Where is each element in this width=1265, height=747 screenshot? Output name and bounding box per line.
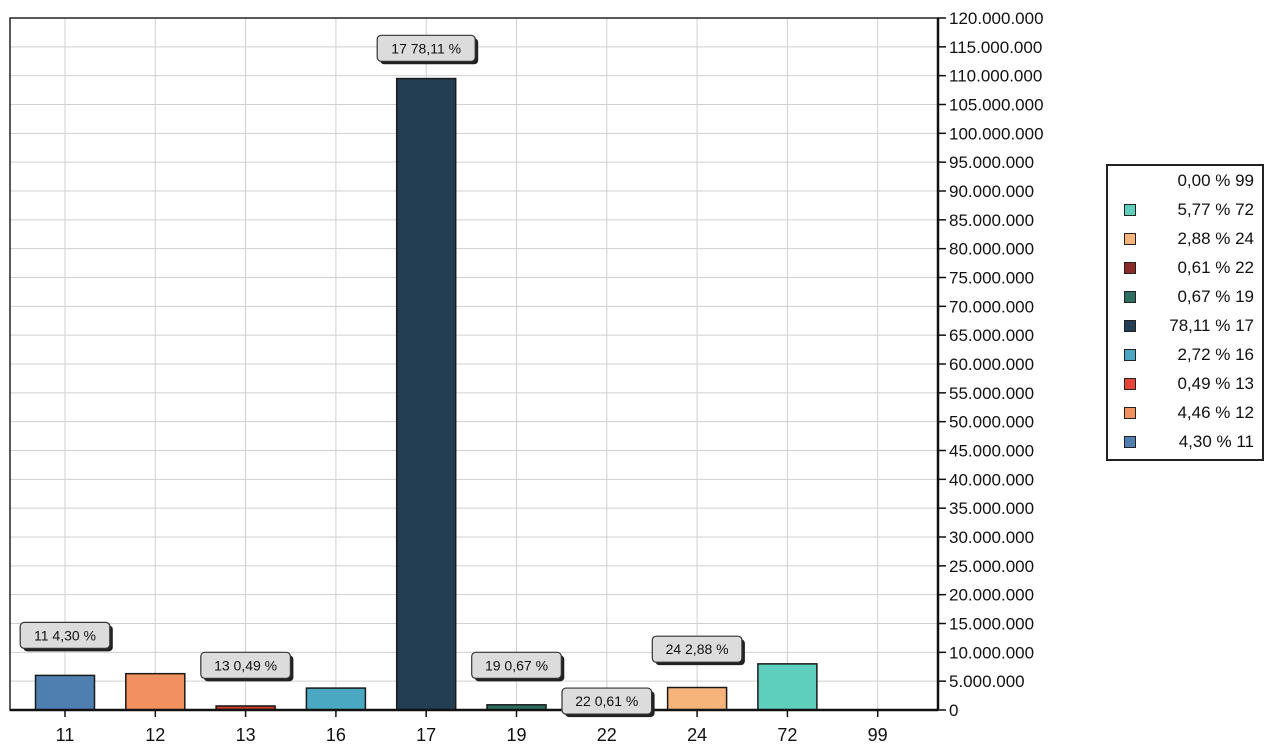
callout-label: 19 0,67 %: [471, 651, 565, 682]
legend-item: 5,77 % 72: [1108, 197, 1262, 224]
y-tick-label: 110.000.000: [949, 67, 1042, 86]
callout-label: 22 0,61 %: [561, 687, 655, 718]
legend-label: 0,00 % 99: [1177, 171, 1254, 190]
legend-item: 2,88 % 24: [1108, 226, 1262, 253]
y-tick-label: 20.000.000: [949, 586, 1034, 605]
y-tick-label: 120.000.000: [949, 9, 1044, 28]
y-tick-label: 10.000.000: [949, 643, 1034, 662]
bar-16: [305, 687, 367, 711]
bar-12: [125, 672, 186, 711]
callout-label: 17 78,11 %: [376, 34, 479, 65]
x-tick-label: 11: [56, 725, 75, 745]
callout-box: [561, 687, 653, 715]
callout-text: 13 0,49 %: [214, 657, 277, 673]
bar-17: [395, 77, 457, 711]
legend-item: 2,72 % 16: [1108, 342, 1262, 369]
callout-label: 13 0,49 %: [200, 651, 294, 682]
y-tick-label: 85.000.000: [949, 211, 1034, 230]
legend-swatch: [1124, 378, 1136, 390]
grid-lines: [10, 17, 938, 711]
x-tick-label: 16: [326, 725, 346, 745]
x-tick-label: 99: [868, 725, 888, 745]
x-tick-label: 19: [506, 725, 526, 745]
y-tick-label: 90.000.000: [949, 182, 1034, 201]
callout-text: 22 0,61 %: [575, 693, 638, 709]
legend-item: 0,49 % 13: [1108, 371, 1262, 398]
legend-swatch: [1124, 349, 1136, 361]
y-tick-label: 95.000.000: [949, 153, 1034, 172]
legend-label: 4,30 % 11: [1178, 432, 1254, 451]
x-tick-label: 22: [597, 725, 617, 745]
y-tick-label: 70.000.000: [949, 297, 1034, 316]
callout-box: [376, 34, 476, 62]
y-tick-label: 105.000.000: [949, 96, 1044, 115]
x-tick-label: 13: [236, 725, 256, 745]
y-tick-label: 115.000.000: [949, 38, 1042, 57]
bar-72: [757, 663, 818, 711]
callout-text: 17 78,11 %: [391, 40, 461, 56]
legend-label: 0,67 % 19: [1177, 287, 1254, 306]
x-axis-ticks: 11 12 13 16 17 19 22 24 72 99: [56, 710, 888, 745]
y-tick-label: 100.000.000: [949, 124, 1044, 143]
legend-swatch: [1124, 233, 1136, 245]
x-tick-label: 12: [145, 725, 165, 745]
callout-box: [19, 621, 111, 649]
callout-text: 11 4,30 %: [34, 627, 96, 643]
legend-label: 2,88 % 24: [1177, 229, 1254, 248]
x-tick-label: 17: [416, 725, 436, 745]
legend-swatch: [1124, 204, 1136, 216]
callout-label: 24 2,88 %: [651, 635, 745, 666]
legend-label: 78,11 % 17: [1169, 316, 1254, 335]
y-tick-label: 40.000.000: [949, 470, 1034, 489]
legend-label: 5,77 % 72: [1177, 200, 1254, 219]
legend-swatch: [1124, 291, 1136, 303]
legend-swatch: [1124, 436, 1136, 448]
y-tick-label: 55.000.000: [949, 384, 1034, 403]
bars: [34, 77, 818, 711]
x-tick-label: 72: [777, 725, 797, 745]
legend-item: 0,67 % 19: [1108, 284, 1262, 311]
legend-item: 4,46 % 12: [1108, 400, 1262, 427]
callout-label: 11 4,30 %: [19, 621, 113, 652]
callout-box: [471, 651, 562, 679]
callout-text: 24 2,88 %: [666, 641, 729, 657]
y-tick-label: 35.000.000: [949, 499, 1034, 518]
legend-item: 0,00 % 99: [1108, 168, 1262, 195]
callout-text: 19 0,67 %: [485, 657, 548, 673]
legend-item: 4,30 % 11: [1108, 429, 1262, 456]
bar-24: [666, 686, 728, 711]
callout-box: [651, 635, 743, 663]
legend-swatch: [1124, 320, 1136, 332]
callouts: 11 4,30 % 13 0,49 % 17 78,11 % 19 0,67 % 22 …: [19, 34, 745, 718]
y-tick-label: 60.000.000: [949, 355, 1034, 374]
y-tick-label: 80.000.000: [949, 240, 1034, 259]
legend-label: 4,46 % 12: [1177, 403, 1254, 422]
bar-11: [34, 674, 96, 711]
y-tick-label: 5.000.000: [949, 672, 1025, 691]
callout-box: [200, 651, 292, 679]
y-tick-label: 30.000.000: [949, 528, 1034, 547]
legend-swatch: [1124, 262, 1136, 274]
legend-swatch: [1124, 407, 1136, 419]
y-tick-label: 0: [949, 701, 958, 720]
legend-item: 78,11 % 17: [1108, 313, 1262, 340]
y-tick-label: 65.000.000: [949, 326, 1034, 345]
legend-label: 0,61 % 22: [1177, 258, 1254, 277]
legend-label: 0,49 % 13: [1177, 374, 1254, 393]
legend: 0,00 % 99 5,77 % 72 2,88 % 24 0,61 % 22 0,67…: [1106, 164, 1264, 461]
legend-item: 0,61 % 22: [1108, 255, 1262, 282]
y-tick-label: 15.000.000: [949, 615, 1034, 634]
x-tick-label: 24: [687, 725, 707, 745]
y-tick-label: 75.000.000: [949, 269, 1034, 288]
y-tick-label: 50.000.000: [949, 413, 1034, 432]
legend-label: 2,72 % 16: [1177, 345, 1254, 364]
y-tick-label: 45.000.000: [949, 442, 1034, 461]
y-axis-ticks: 0 5.000.000 10.000.000 15.000.000 20.000.000…: [938, 9, 1044, 720]
y-tick-label: 25.000.000: [949, 557, 1034, 576]
